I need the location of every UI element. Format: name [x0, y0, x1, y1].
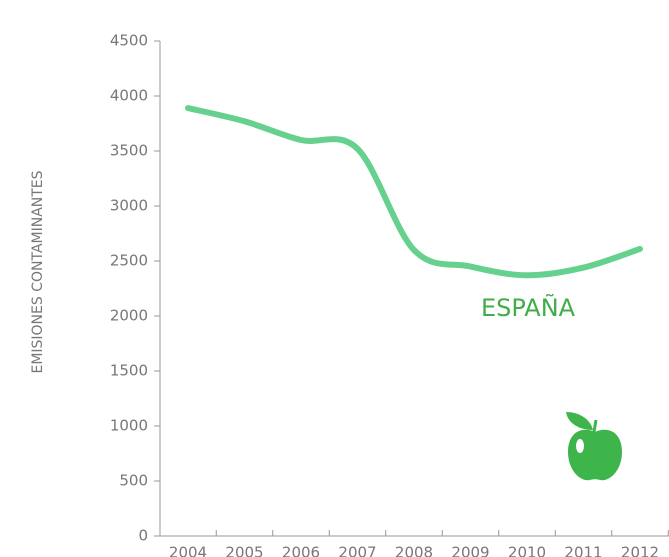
x-tick-label: 2011 [564, 544, 602, 557]
x-tick-label: 2009 [451, 544, 489, 557]
y-tick-label: 4500 [110, 32, 148, 50]
y-tick-label: 3000 [110, 197, 148, 215]
y-tick-label: 2000 [110, 307, 148, 325]
y-tick-label: 1500 [110, 362, 148, 380]
y-tick-label: 1000 [110, 417, 148, 435]
x-tick-label: 2005 [225, 544, 263, 557]
y-tick-label: 3500 [110, 142, 148, 160]
annotation: ESPAÑA [481, 292, 576, 322]
x-tick-label: 2007 [338, 544, 376, 557]
x-tick-label: 2012 [621, 544, 659, 557]
y-tick-label: 0 [138, 527, 148, 545]
apple-icon [566, 412, 622, 481]
x-tick-label: 2008 [395, 544, 433, 557]
x-tick-label: 2006 [282, 544, 320, 557]
y-tick-label: 2500 [110, 252, 148, 270]
x-tick-label: 2004 [169, 544, 207, 557]
x-tick-label: 2010 [508, 544, 546, 557]
y-tick-label: 4000 [110, 87, 148, 105]
data-line [185, 105, 643, 279]
y-tick-label: 500 [119, 472, 148, 490]
y-axis-label: EMISIONES CONTAMINANTES [30, 170, 46, 373]
